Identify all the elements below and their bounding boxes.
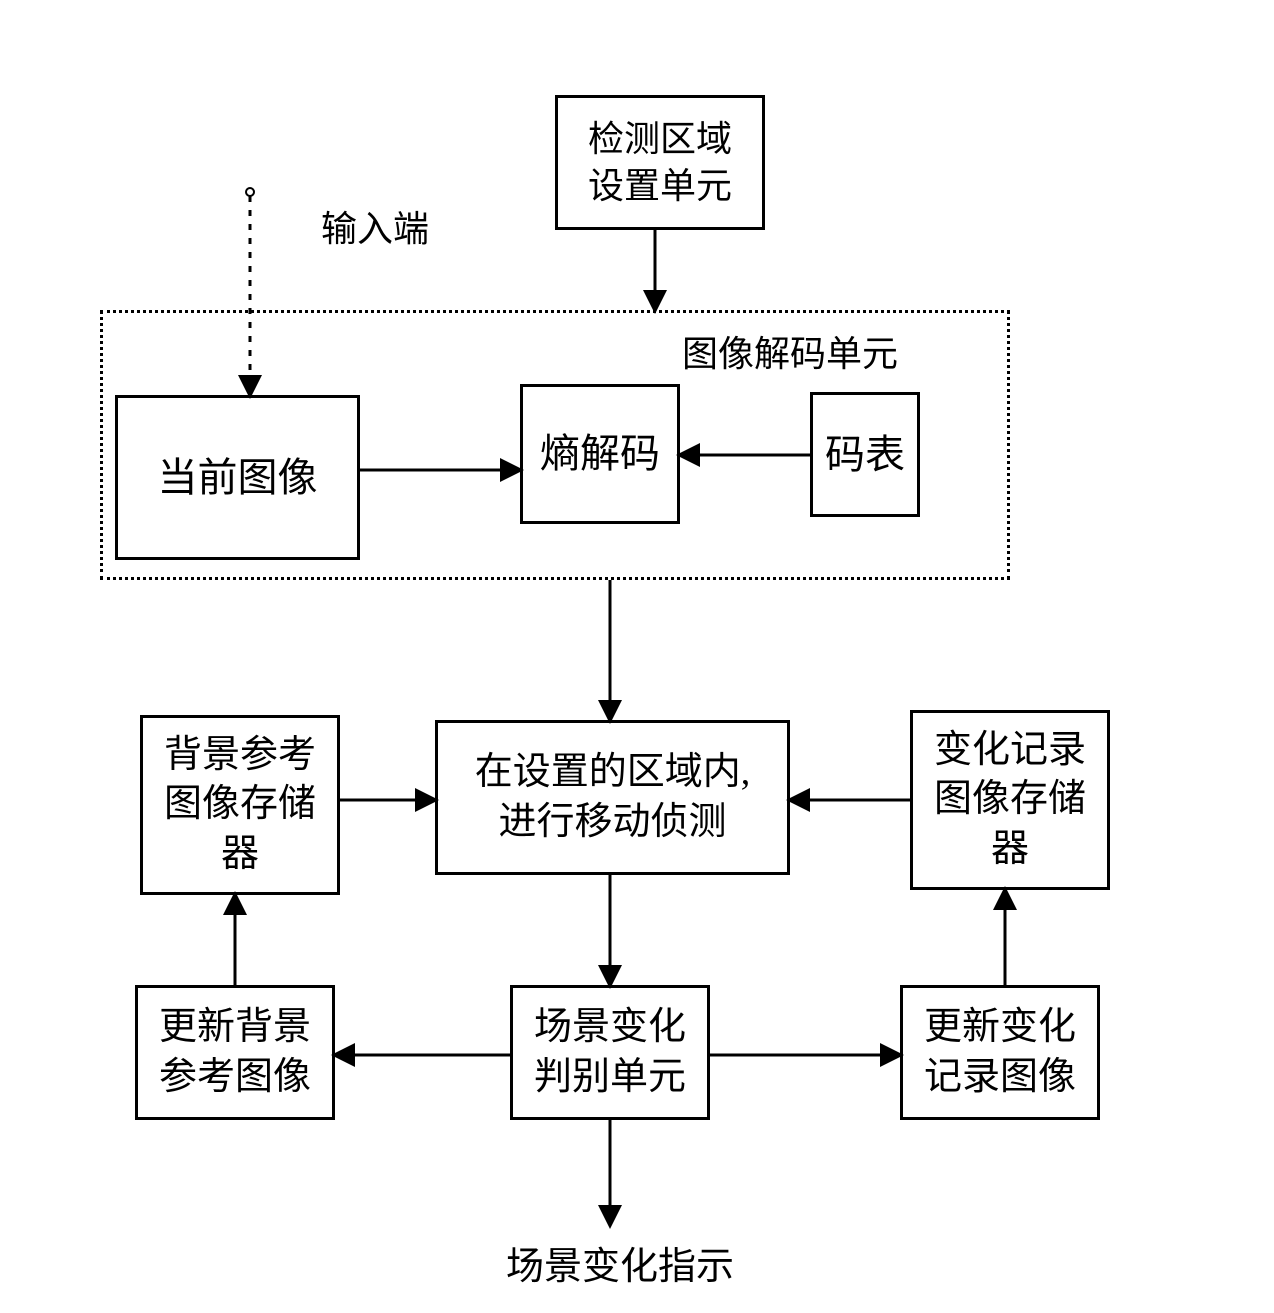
- input-dot-icon: [246, 188, 254, 196]
- node-motion-detect: 在设置的区域内,进行移动侦测: [435, 720, 790, 875]
- node-label: 场景变化判别单元: [534, 1003, 686, 1102]
- decode-unit-label: 图像解码单元: [640, 325, 940, 377]
- node-scene-change-judge: 场景变化判别单元: [510, 985, 710, 1120]
- node-label: 背景参考图像存储器: [164, 731, 316, 879]
- node-current-image: 当前图像: [115, 395, 360, 560]
- node-detect-region: 检测区域设置单元: [555, 95, 765, 230]
- flowchart-canvas: 检测区域设置单元 输入端 图像解码单元 当前图像 熵解码 码表 背景参考图像存储…: [0, 0, 1274, 1313]
- node-entropy-decode: 熵解码: [520, 384, 680, 524]
- node-label: 当前图像: [158, 452, 318, 504]
- node-label: 在设置的区域内,进行移动侦测: [475, 748, 751, 847]
- label-text: 输入端: [321, 209, 429, 249]
- node-label: 更新变化记录图像: [924, 1003, 1076, 1102]
- node-bg-ref-storage: 背景参考图像存储器: [140, 715, 340, 895]
- node-code-table: 码表: [810, 392, 920, 517]
- node-label: 码表: [825, 429, 905, 481]
- input-label: 输入端: [305, 200, 445, 252]
- node-label: 检测区域设置单元: [588, 116, 732, 210]
- node-label: 熵解码: [540, 428, 660, 480]
- label-text: 场景变化指示: [506, 1246, 734, 1288]
- node-change-record-storage: 变化记录图像存储器: [910, 710, 1110, 890]
- node-update-bg-ref: 更新背景参考图像: [135, 985, 335, 1120]
- scene-change-indicator-label: 场景变化指示: [480, 1235, 760, 1290]
- label-text: 图像解码单元: [682, 334, 898, 374]
- node-label: 变化记录图像存储器: [934, 726, 1086, 874]
- node-update-change-record: 更新变化记录图像: [900, 985, 1100, 1120]
- node-label: 更新背景参考图像: [159, 1003, 311, 1102]
